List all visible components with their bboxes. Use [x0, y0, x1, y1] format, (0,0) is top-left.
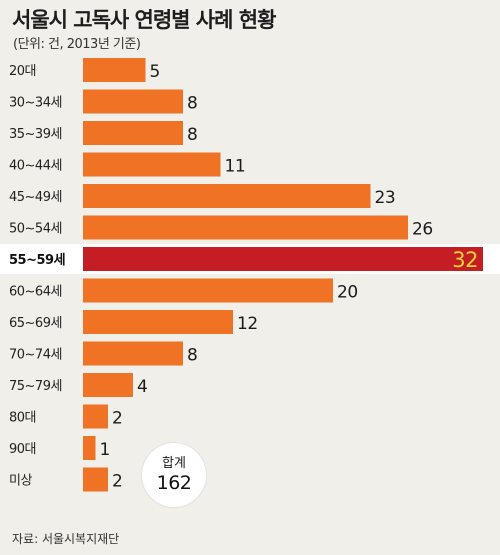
bar [83, 89, 183, 114]
chart-title: 서울시 고독사 연령별 사례 현황 [12, 8, 276, 32]
value-label: 23 [375, 188, 396, 208]
value-label: 8 [187, 125, 197, 145]
bar [83, 467, 108, 492]
total-badge: 합계 162 [142, 443, 206, 507]
value-label: 2 [112, 472, 122, 492]
total-label: 합계 [162, 456, 186, 471]
bar [83, 152, 221, 177]
category-label: 50~54세 [9, 222, 62, 237]
value-label: 12 [237, 314, 258, 334]
category-label: 40~44세 [9, 159, 62, 174]
category-label: 60~64세 [9, 285, 62, 300]
category-label: 80대 [9, 411, 36, 426]
bar [83, 341, 183, 366]
category-label: 90대 [9, 442, 36, 457]
value-label: 32 [452, 248, 478, 272]
bar [83, 58, 146, 82]
bar [83, 310, 233, 334]
bar [83, 278, 333, 303]
value-label: 11 [225, 157, 246, 177]
source-note: 자료: 서울시복지재단 [12, 532, 120, 546]
category-label: 75~79세 [9, 379, 62, 394]
category-label: 미상 [9, 474, 32, 489]
value-label: 26 [412, 220, 433, 240]
category-label: 65~69세 [9, 316, 62, 331]
value-label: 8 [187, 346, 197, 366]
bar [83, 247, 483, 271]
value-label: 5 [150, 62, 160, 82]
category-label: 55~59세 [9, 253, 65, 268]
bar [83, 436, 96, 460]
bar [83, 215, 408, 240]
category-label: 70~74세 [9, 348, 62, 363]
category-label: 35~39세 [9, 127, 62, 142]
value-label: 1 [100, 440, 110, 460]
value-label: 2 [112, 409, 122, 429]
value-label: 4 [137, 377, 147, 397]
bar [83, 404, 108, 429]
value-label: 8 [187, 94, 197, 114]
bar [83, 121, 183, 145]
value-label: 20 [337, 283, 358, 303]
bar [83, 373, 133, 397]
category-label: 30~34세 [9, 96, 62, 111]
category-label: 20대 [9, 64, 36, 79]
chart-subtitle: (단위: 건, 2013년 기준) [13, 37, 141, 52]
bar [83, 184, 371, 208]
total-value: 162 [156, 472, 192, 494]
category-label: 45~49세 [9, 190, 62, 205]
